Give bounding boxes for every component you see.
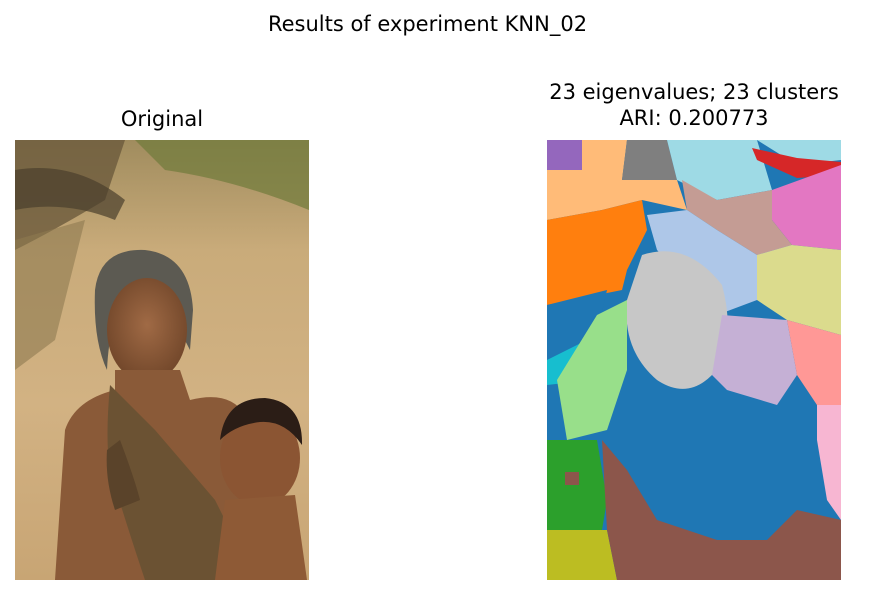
segmentation-title-line2: ARI: 0.200773	[619, 106, 769, 130]
segmentation-title-line1: 23 eigenvalues; 23 clusters	[549, 80, 839, 104]
segmentation-panel-title: 23 eigenvalues; 23 clusters ARI: 0.20077…	[497, 79, 881, 131]
segmentation-map	[547, 140, 841, 580]
figure-suptitle: Results of experiment KNN_02	[267, 12, 588, 36]
original-photo	[15, 140, 309, 580]
original-panel-title: Original	[120, 107, 204, 131]
